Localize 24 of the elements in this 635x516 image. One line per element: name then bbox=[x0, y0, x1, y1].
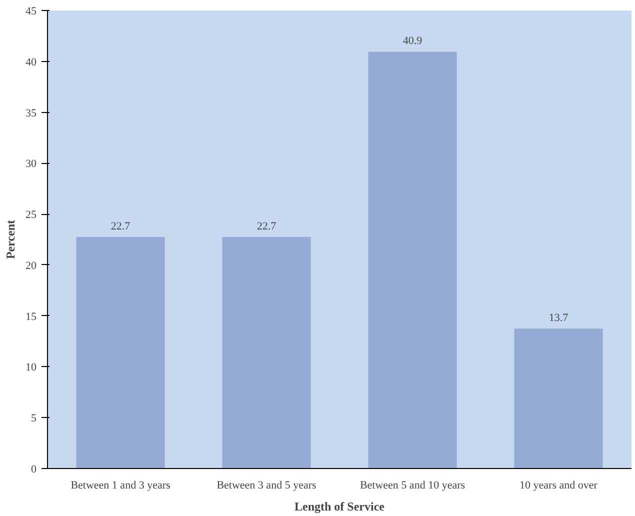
y-axis-title: Percent bbox=[4, 220, 18, 260]
y-tick-label: 30 bbox=[26, 158, 37, 170]
x-tick-label: 10 years and over bbox=[520, 480, 598, 492]
y-tick-label: 10 bbox=[26, 362, 37, 374]
y-tick-label: 40 bbox=[26, 56, 37, 68]
y-tick-label: 5 bbox=[31, 412, 37, 425]
data-label: 22.7 bbox=[256, 220, 277, 232]
y-tick-label: 35 bbox=[26, 107, 37, 120]
y-tick-label: 20 bbox=[26, 260, 37, 272]
x-tick-label: Between 1 and 3 years bbox=[70, 480, 170, 492]
x-tick-label: Between 3 and 5 years bbox=[216, 480, 316, 492]
data-label: 22.7 bbox=[110, 220, 131, 232]
x-axis-title: Length of Service bbox=[294, 500, 386, 514]
y-tick-label: 15 bbox=[26, 310, 37, 323]
bar bbox=[368, 52, 457, 468]
data-label: 13.7 bbox=[548, 312, 569, 324]
bar bbox=[76, 236, 165, 468]
y-tick-label: 0 bbox=[31, 464, 37, 476]
bar bbox=[514, 328, 603, 468]
data-label: 40.9 bbox=[402, 35, 423, 48]
bar bbox=[222, 236, 311, 468]
x-tick-label: Between 5 and 10 years bbox=[360, 480, 466, 492]
y-tick-label: 45 bbox=[26, 6, 37, 18]
y-tick-label: 25 bbox=[26, 209, 37, 222]
